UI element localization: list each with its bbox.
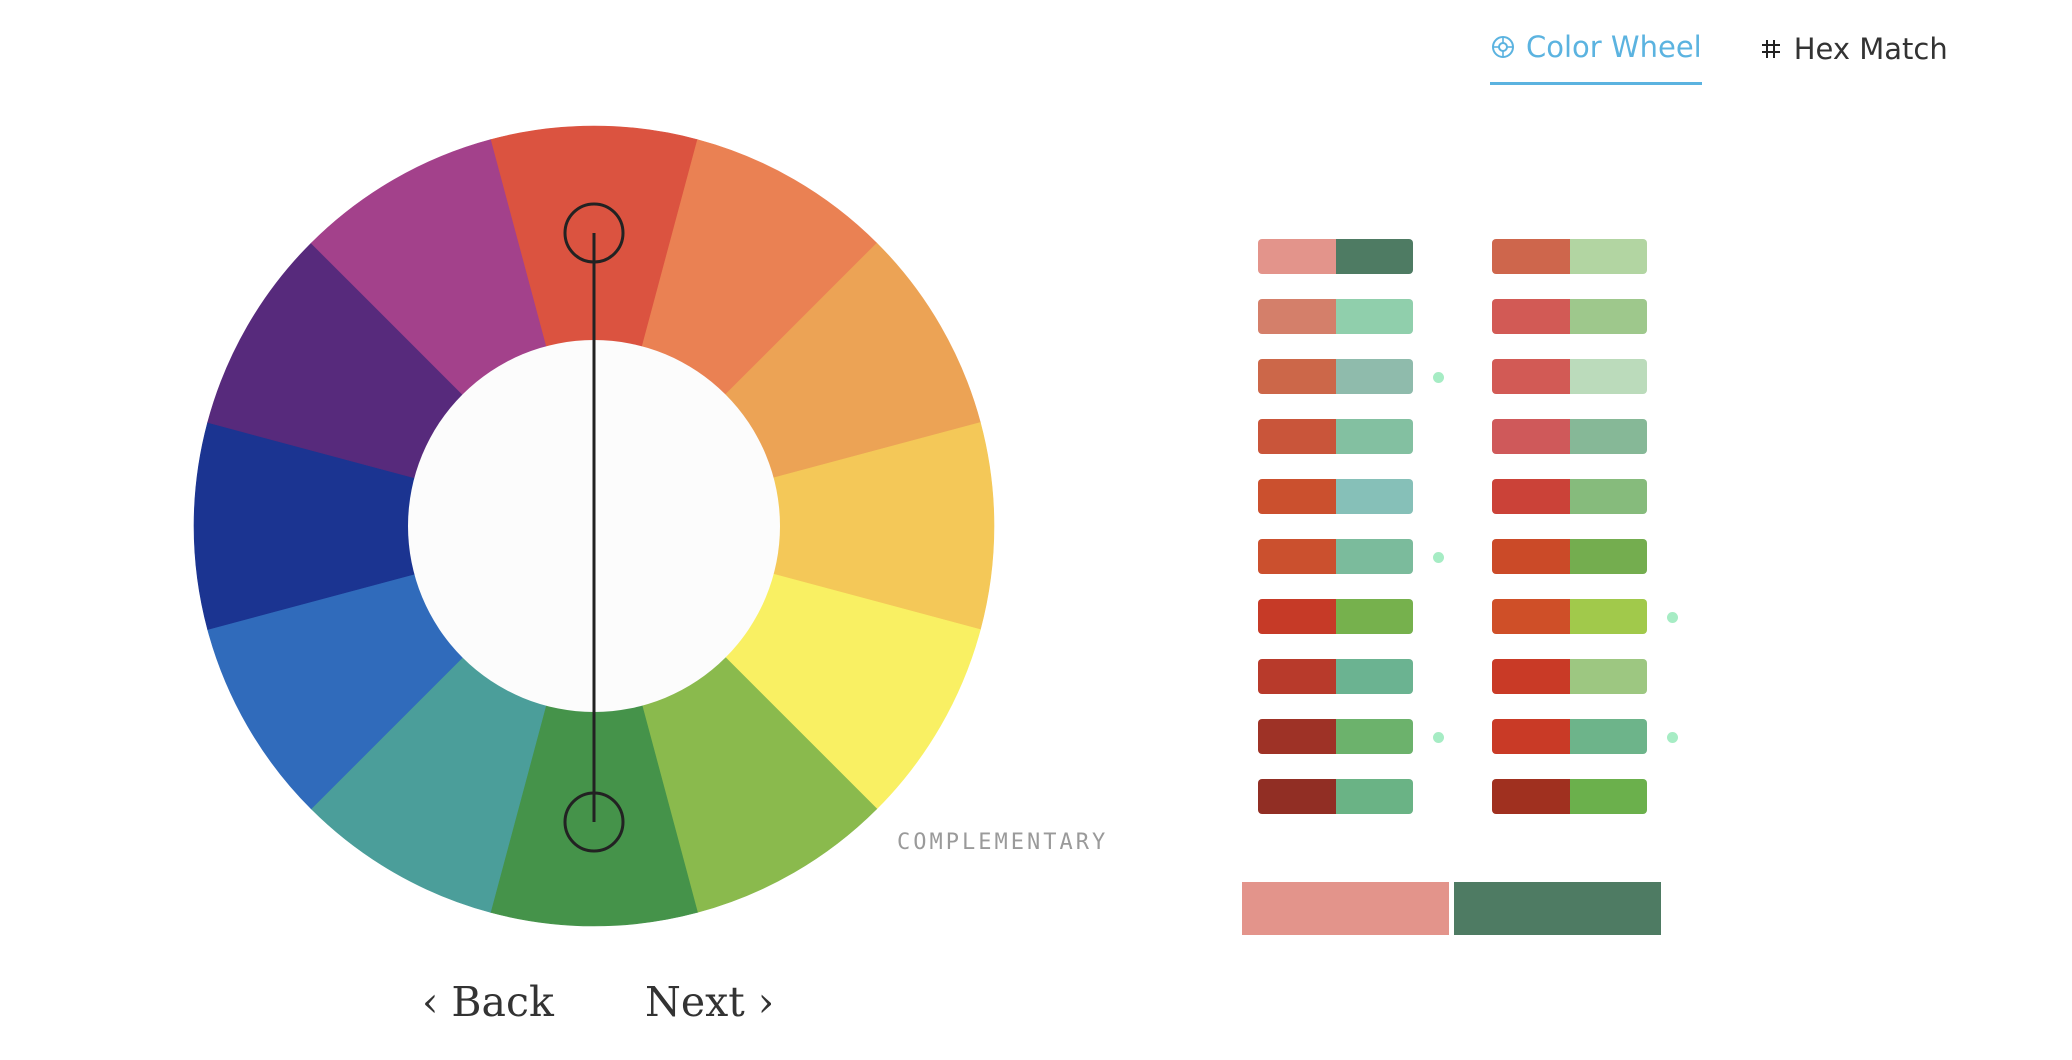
palette-swatch-pair[interactable] xyxy=(1258,539,1444,574)
wheel-segment[interactable] xyxy=(193,422,596,630)
swatch-color-primary xyxy=(1258,299,1336,334)
swatch-color-primary xyxy=(1492,299,1570,334)
swatch-color-complement xyxy=(1569,299,1647,334)
palette-swatch-pair[interactable] xyxy=(1258,659,1413,694)
swatch-color-complement xyxy=(1335,239,1413,274)
swatch-color-complement xyxy=(1335,479,1413,514)
swatch-color-primary xyxy=(1492,419,1570,454)
swatch-color-primary xyxy=(1258,239,1336,274)
swatch-indicator-dot xyxy=(1433,732,1444,743)
preview-color-complement xyxy=(1454,882,1661,935)
swatch-color-primary xyxy=(1258,659,1336,694)
swatch-color-primary xyxy=(1492,599,1570,634)
tab-color-wheel[interactable]: Color Wheel xyxy=(1490,30,1702,85)
swatch-indicator-dot xyxy=(1433,552,1444,563)
swatch-color-primary xyxy=(1258,599,1336,634)
scheme-label: COMPLEMENTARY xyxy=(897,830,1109,855)
swatch-color-complement xyxy=(1569,539,1647,574)
swatch-color-primary xyxy=(1258,359,1336,394)
next-button[interactable]: Next › xyxy=(645,978,775,1026)
swatch-color-complement xyxy=(1569,719,1647,754)
swatch-color-primary xyxy=(1258,479,1336,514)
palette-swatch-pair[interactable] xyxy=(1492,539,1647,574)
palette-swatch-pair[interactable] xyxy=(1258,599,1413,634)
swatch-color-primary xyxy=(1492,359,1570,394)
tab-color-wheel-label: Color Wheel xyxy=(1526,30,1702,64)
swatch-color-primary xyxy=(1492,779,1570,814)
swatch-color-primary xyxy=(1258,779,1336,814)
palette-swatch-pair[interactable] xyxy=(1258,719,1444,754)
swatch-color-complement xyxy=(1569,599,1647,634)
swatch-color-complement xyxy=(1569,659,1647,694)
swatch-color-complement xyxy=(1335,599,1413,634)
palette-swatch-pair[interactable] xyxy=(1258,419,1413,454)
swatch-color-primary xyxy=(1492,659,1570,694)
wheel-segment[interactable] xyxy=(592,422,995,630)
swatch-color-primary xyxy=(1492,539,1570,574)
palette-swatch-pair[interactable] xyxy=(1492,359,1647,394)
palette-swatch-pair[interactable] xyxy=(1258,299,1413,334)
palette-swatch-pair[interactable] xyxy=(1492,299,1647,334)
palette-swatch-pair[interactable] xyxy=(1492,719,1678,754)
color-wheel-icon xyxy=(1490,34,1516,60)
swatch-color-primary xyxy=(1492,479,1570,514)
swatch-color-primary xyxy=(1258,719,1336,754)
swatch-color-primary xyxy=(1258,539,1336,574)
swatch-color-complement xyxy=(1569,419,1647,454)
swatch-color-complement xyxy=(1569,359,1647,394)
palette-swatch-pair[interactable] xyxy=(1258,779,1413,814)
palette-column-2 xyxy=(1492,239,1678,814)
palette-swatch-pair[interactable] xyxy=(1258,239,1413,274)
palette-swatch-pair[interactable] xyxy=(1258,359,1444,394)
palette-swatch-pair[interactable] xyxy=(1492,779,1647,814)
swatch-indicator-dot xyxy=(1667,732,1678,743)
tab-hex-match-label: Hex Match xyxy=(1793,31,1948,66)
swatch-color-complement xyxy=(1335,359,1413,394)
swatch-color-complement xyxy=(1335,299,1413,334)
tab-hex-match[interactable]: Hex Match xyxy=(1758,30,1948,85)
swatch-color-complement xyxy=(1569,479,1647,514)
swatch-color-primary xyxy=(1258,419,1336,454)
color-handle-complement[interactable] xyxy=(563,791,625,853)
palette-swatch-pair[interactable] xyxy=(1492,419,1647,454)
palette-swatch-pair[interactable] xyxy=(1492,599,1678,634)
swatch-color-complement xyxy=(1335,659,1413,694)
swatch-color-complement xyxy=(1335,419,1413,454)
color-wheel[interactable] xyxy=(190,122,998,930)
palette-swatch-pair[interactable] xyxy=(1492,239,1647,274)
tab-bar: Color Wheel Hex Match xyxy=(1490,30,1948,85)
back-button[interactable]: ‹ Back xyxy=(422,978,554,1026)
swatch-indicator-dot xyxy=(1433,372,1444,383)
palette-swatch-pair[interactable] xyxy=(1492,479,1647,514)
palette-swatch-pair[interactable] xyxy=(1492,659,1647,694)
palette-column-1 xyxy=(1258,239,1444,814)
swatch-color-primary xyxy=(1492,239,1570,274)
swatch-color-complement xyxy=(1335,719,1413,754)
swatch-color-complement xyxy=(1569,239,1647,274)
swatch-color-complement xyxy=(1335,539,1413,574)
swatch-color-complement xyxy=(1335,779,1413,814)
palette-swatch-pair[interactable] xyxy=(1258,479,1413,514)
color-handle-primary[interactable] xyxy=(563,202,625,264)
selected-palette-preview xyxy=(1242,882,1661,935)
preview-color-primary xyxy=(1242,882,1449,935)
swatch-color-primary xyxy=(1492,719,1570,754)
hash-icon xyxy=(1758,36,1784,62)
swatch-indicator-dot xyxy=(1667,612,1678,623)
swatch-color-complement xyxy=(1569,779,1647,814)
